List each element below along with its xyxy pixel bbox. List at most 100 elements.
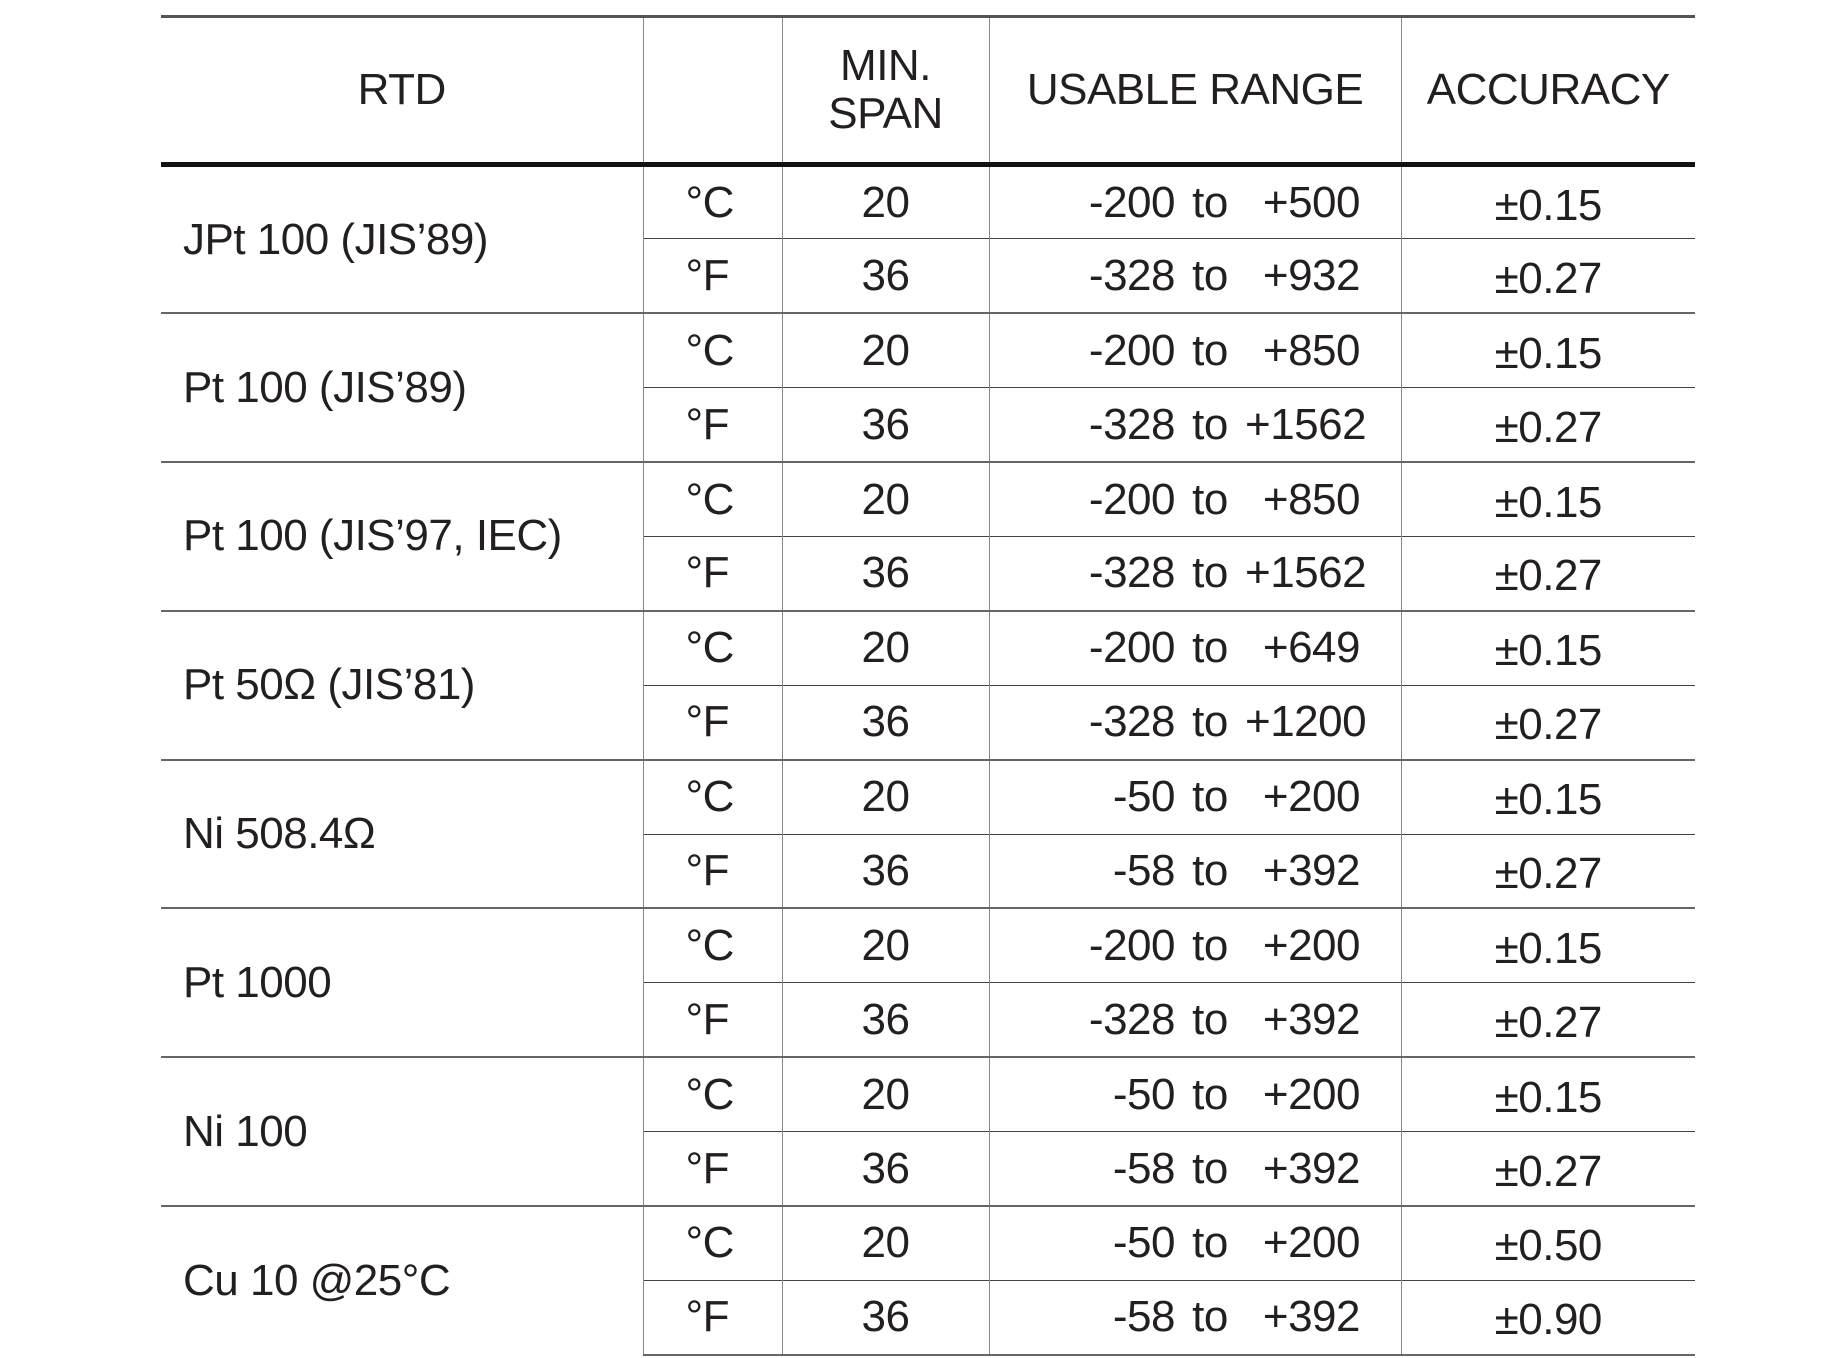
accuracy-cell: ±0.27 xyxy=(1400,535,1695,611)
range-from: -328 xyxy=(1088,548,1176,598)
range-from: -50 xyxy=(1112,1218,1176,1268)
rtd-type: JPt 100 (JIS’89) xyxy=(161,163,643,314)
accuracy-cell: ±0.15 xyxy=(1400,461,1695,537)
rtd-type: Pt 1000 xyxy=(161,907,643,1058)
min-span-cell: 20 xyxy=(781,609,989,686)
range-to-word: to xyxy=(1192,772,1228,822)
usable-range-cell: -50 to +200 xyxy=(988,1056,1401,1132)
range-from: -58 xyxy=(1112,1292,1176,1342)
range-to: +1562 xyxy=(1245,399,1367,449)
header-rtd: RTD xyxy=(161,15,643,167)
unit-cell: °F xyxy=(642,1279,782,1356)
accuracy-cell: ±0.15 xyxy=(1400,1056,1695,1132)
accuracy-cell: ±0.27 xyxy=(1400,833,1695,909)
range-to: +200 xyxy=(1262,920,1361,970)
min-span-cell: 20 xyxy=(781,758,989,835)
unit-cell: °F xyxy=(642,833,782,909)
unit-cell: °F xyxy=(642,535,782,611)
unit-cell: °F xyxy=(642,684,782,760)
usable-range-cell: -200 to +649 xyxy=(988,609,1401,686)
range-to: +850 xyxy=(1262,325,1361,375)
unit-cell: °C xyxy=(642,163,782,239)
accuracy-cell: ±0.15 xyxy=(1400,758,1695,835)
range-to: +392 xyxy=(1262,845,1361,895)
range-to-word: to xyxy=(1192,399,1228,449)
range-from: -200 xyxy=(1088,623,1176,673)
range-to: +392 xyxy=(1262,1292,1361,1342)
range-to-word: to xyxy=(1192,1292,1228,1342)
usable-range-cell: -200 to +200 xyxy=(988,907,1401,983)
accuracy-cell: ±0.27 xyxy=(1400,684,1695,760)
range-to: +200 xyxy=(1262,1218,1361,1268)
range-to-word: to xyxy=(1192,1143,1228,1193)
usable-range-cell: -328 to +1562 xyxy=(988,535,1401,611)
usable-range-cell: -50 to +200 xyxy=(988,1204,1401,1281)
accuracy-cell: ±0.27 xyxy=(1400,982,1695,1058)
rtd-type: Cu 10 @25°C xyxy=(161,1204,643,1355)
usable-range-cell: -58 to +392 xyxy=(988,833,1401,909)
range-to-word: to xyxy=(1192,623,1228,673)
usable-range-cell: -58 to +392 xyxy=(988,1279,1401,1356)
rtd-type: Pt 100 (JIS’89) xyxy=(161,312,643,463)
accuracy-cell: ±0.15 xyxy=(1400,163,1695,239)
usable-range-cell: -328 to +1200 xyxy=(988,684,1401,760)
range-to-word: to xyxy=(1192,250,1228,300)
range-from: -200 xyxy=(1088,325,1176,375)
range-from: -50 xyxy=(1112,1069,1176,1119)
accuracy-cell: ±0.50 xyxy=(1400,1204,1695,1281)
table-row: Cu 10 @25°C °C 20 -50 to +200 ±0.50 xyxy=(161,1204,1695,1355)
header-usable-range: USABLE RANGE xyxy=(988,15,1401,167)
unit-cell: °C xyxy=(642,312,782,388)
accuracy-cell: ±0.27 xyxy=(1400,1131,1695,1206)
header-unit xyxy=(642,15,782,167)
min-span-cell: 36 xyxy=(781,1279,989,1356)
range-from: -328 xyxy=(1088,994,1176,1044)
table-row: °F 36 -328 to +1562 ±0.27 xyxy=(161,535,1695,611)
unit-cell: °C xyxy=(642,461,782,537)
range-to: +200 xyxy=(1262,772,1361,822)
min-span-cell: 20 xyxy=(781,163,989,239)
range-to-word: to xyxy=(1192,994,1228,1044)
min-span-cell: 36 xyxy=(781,833,989,909)
accuracy-cell: ±0.15 xyxy=(1400,609,1695,686)
unit-cell: °C xyxy=(642,609,782,686)
range-from: -200 xyxy=(1088,177,1176,227)
table-row: Ni 508.4Ω °C 20 -50 to +200 ±0.15 xyxy=(161,758,1695,909)
usable-range-cell: -200 to +850 xyxy=(988,461,1401,537)
usable-range-cell: -328 to +1562 xyxy=(988,387,1401,463)
range-from: -328 xyxy=(1088,399,1176,449)
min-span-cell: 36 xyxy=(781,1131,989,1206)
rtd-specification-table: RTD MIN. SPAN USABLE RANGE ACCURACY JPt 1… xyxy=(161,15,1695,1356)
rtd-type: Ni 508.4Ω xyxy=(161,758,643,909)
range-to: +392 xyxy=(1262,1143,1361,1193)
unit-cell: °C xyxy=(642,758,782,835)
usable-range-cell: -200 to +850 xyxy=(988,312,1401,388)
range-from: -50 xyxy=(1112,772,1176,822)
range-to: +850 xyxy=(1262,474,1361,524)
unit-cell: °C xyxy=(642,907,782,983)
unit-cell: °F xyxy=(642,982,782,1058)
table-row: Pt 100 (JIS’89) °C 20 -200 to +850 ±0.15 xyxy=(161,312,1695,463)
header-min-span-line2: SPAN xyxy=(828,89,943,138)
range-to-word: to xyxy=(1192,1069,1228,1119)
table-row: JPt 100 (JIS’89) °C 20 -200 to +500 ±0.15 xyxy=(161,163,1695,314)
usable-range-cell: -328 to +392 xyxy=(988,982,1401,1058)
range-to-word: to xyxy=(1192,920,1228,970)
accuracy-cell: ±0.90 xyxy=(1400,1279,1695,1356)
table-row: °F 36 -328 to +1200 ±0.27 xyxy=(161,684,1695,760)
usable-range-cell: -328 to +932 xyxy=(988,238,1401,314)
range-from: -328 xyxy=(1088,250,1176,300)
range-from: -58 xyxy=(1112,1143,1176,1193)
min-span-cell: 36 xyxy=(781,387,989,463)
range-to-word: to xyxy=(1192,697,1228,747)
table-row: °F 36 -328 to +392 ±0.27 xyxy=(161,982,1695,1058)
range-to: +392 xyxy=(1262,994,1361,1044)
range-to: +1562 xyxy=(1245,548,1367,598)
range-to: +649 xyxy=(1262,623,1361,673)
usable-range-cell: -50 to +200 xyxy=(988,758,1401,835)
min-span-cell: 20 xyxy=(781,461,989,537)
accuracy-cell: ±0.15 xyxy=(1400,907,1695,983)
rtd-type: Pt 50Ω (JIS’81) xyxy=(161,609,643,760)
table-row: Ni 100 °C 20 -50 to +200 ±0.15 xyxy=(161,1056,1695,1206)
usable-range-cell: -200 to +500 xyxy=(988,163,1401,239)
